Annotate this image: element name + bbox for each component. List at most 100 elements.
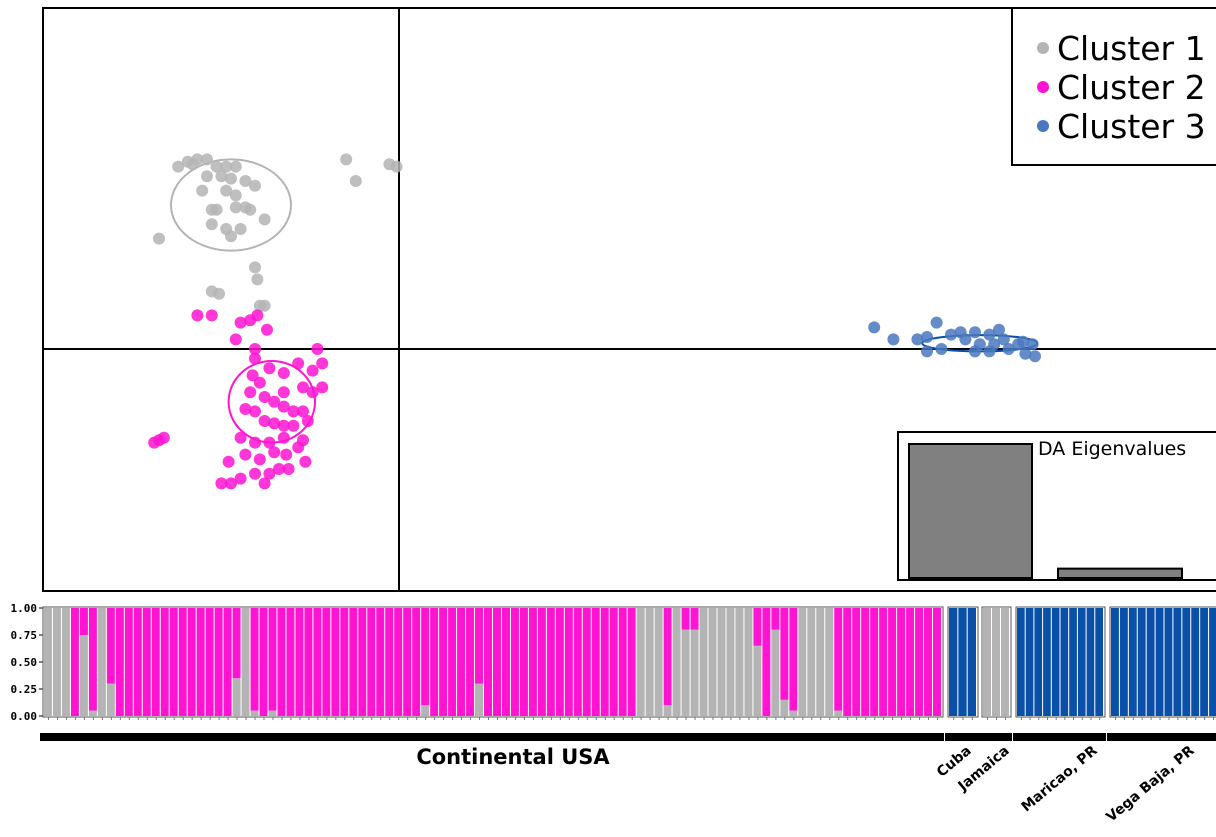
cluster-2-point [239,448,252,461]
population-frame [1015,606,1106,718]
individual-bar-segment [771,608,780,630]
legend-label-cluster-3: Cluster 3 [1057,107,1206,146]
cluster-1-point [220,160,233,173]
individual-bar-segment [421,608,430,706]
cluster-2-point [292,441,305,454]
individual-bar-segment [861,608,870,716]
individual-bar-segment [1119,608,1128,716]
individual-bar-segment [501,608,510,716]
cluster-2-point [191,309,204,322]
cluster-2-point [287,419,300,432]
cluster-2-point [263,362,276,375]
individual-bar-segment [708,608,717,716]
population-underline [1107,733,1216,741]
individual-bar-segment [169,608,178,716]
cluster-1-point [186,158,199,171]
individual-bar-segment [403,608,412,716]
cluster-1-point [251,273,264,286]
cluster-3-point [935,343,948,355]
individual-bar-segment [313,608,322,716]
individual-bar-segment [187,608,196,716]
individual-bar-segment [61,608,70,716]
cluster-2-point [282,463,295,475]
individual-bar-segment [1034,608,1043,716]
cluster-2-point [277,400,290,413]
individual-bar-segment [1173,608,1182,716]
legend-marker-cluster-3 [1037,120,1049,132]
population-group [1107,606,1216,741]
cluster-2-point [239,403,252,415]
individual-bar-segment [924,608,933,716]
individual-bar-segment [897,608,906,716]
cluster-2-point [234,431,247,444]
individual-bar-segment [1137,608,1146,716]
individual-bar-segment [807,608,816,716]
cluster-2-point [251,309,264,322]
individual-bar-segment [933,608,941,716]
individual-bar-segment [331,608,340,716]
individual-bar-segment [205,608,214,716]
population-underline [979,733,1012,741]
individual-bar-segment [681,608,690,630]
cluster-1-point [244,203,257,216]
cluster-1-point [220,184,233,197]
individual-bar-segment [178,608,187,716]
individual-bar-segment [992,608,1000,716]
cluster-3-point [868,321,881,334]
individual-bar-segment [519,608,528,716]
cluster-2-point [261,323,273,336]
individual-bar-segment [1146,608,1155,716]
cluster-2-point [253,376,266,389]
individual-bar-segment [439,608,448,716]
individual-bar-segment [349,608,358,716]
individual-bar-segment [1025,608,1034,716]
individual-bar-segment [636,608,645,716]
individual-bar-segment [1086,608,1095,716]
cluster-2-point [316,357,329,370]
individual-bar-segment [753,645,762,716]
individual-bar-segment [654,608,663,716]
cluster-3-point [969,345,981,358]
cluster-2-point [234,316,247,329]
cluster-2-point [297,381,309,394]
cluster-2-point [268,446,281,459]
individual-bar-segment [967,608,976,716]
legend-label-cluster-1: Cluster 1 [1057,29,1206,68]
cluster-2-point [148,436,161,449]
individual-bar-segment [484,608,492,716]
individual-bar-segment [983,608,991,716]
cluster-3-point [945,328,957,341]
individual-bar-segment [394,608,403,716]
cluster-2-point [287,405,300,418]
cluster-1-point [258,299,271,312]
structure-y-tick-label: 0.00 [11,710,38,723]
eigenvalue-bar [908,443,1033,579]
individual-bar-segment [816,608,825,716]
individual-bar-segment [681,629,690,716]
cluster-2-point [222,455,235,468]
cluster-3-point [911,333,924,346]
individual-bar-segment [196,608,205,716]
individual-bar-segment [421,705,430,716]
cluster-1-ellipse [170,158,292,252]
individual-bar-segment [555,608,564,716]
legend-marker-cluster-1 [1037,42,1049,54]
cluster-2-point [249,467,261,480]
individual-bar-segment [214,608,223,716]
individual-bar-segment [106,683,115,716]
individual-bar-segment [97,608,106,716]
cluster-2-point [277,431,290,444]
individual-bar-segment [1017,608,1025,716]
cluster-2-point [244,386,257,399]
cluster-1-point [153,232,165,245]
individual-bar-segment [1095,608,1103,716]
cluster-3-point [921,345,933,358]
cluster-3-point [959,333,972,346]
individual-bar-segment [322,608,331,716]
individual-bar-segment [834,608,843,711]
cluster-1-point [201,153,213,166]
individual-bar-segment [1111,608,1119,716]
cluster-3-point [969,326,981,339]
cluster-2-point [316,381,329,394]
cluster-2-point [258,477,271,490]
